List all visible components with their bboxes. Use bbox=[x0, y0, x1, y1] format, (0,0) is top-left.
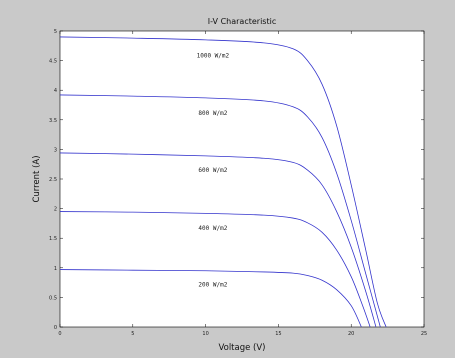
x-tick-label: 0 bbox=[58, 331, 61, 337]
irradiance-annotations: 1000 W/m2 800 W/m2 600 W/m2 400 W/m2 200 W/m… bbox=[197, 53, 230, 289]
x-axis-label: Voltage (V) bbox=[218, 343, 265, 353]
iv-curve-600 bbox=[59, 152, 377, 328]
iv-curve-1000 bbox=[59, 36, 387, 328]
chart-title: I-V Characteristic bbox=[208, 17, 276, 26]
axis-ticks bbox=[59, 30, 425, 328]
y-tick-label: 0 bbox=[54, 325, 57, 331]
irradiance-label: 800 W/m2 bbox=[198, 110, 227, 117]
tick-labels: 0 5 10 15 20 25 0 0.5 1 1.5 2 2.5 3 3.5 4 4.5 5 bbox=[49, 29, 427, 337]
y-tick-label: 4.5 bbox=[49, 59, 57, 65]
y-tick-label: 1 bbox=[54, 266, 57, 272]
irradiance-label: 400 W/m2 bbox=[198, 225, 227, 232]
irradiance-label: 600 W/m2 bbox=[198, 167, 227, 174]
y-tick-label: 4 bbox=[54, 88, 57, 94]
y-tick-label: 2 bbox=[54, 207, 57, 213]
iv-curve-400 bbox=[59, 211, 371, 328]
y-tick-label: 1.5 bbox=[49, 236, 57, 242]
y-tick-label: 5 bbox=[54, 29, 57, 35]
x-tick-label: 5 bbox=[131, 331, 134, 337]
x-tick-label: 20 bbox=[348, 331, 354, 337]
x-tick-label: 10 bbox=[202, 331, 208, 337]
y-tick-label: 2.5 bbox=[49, 177, 57, 183]
y-tick-label: 3 bbox=[54, 147, 57, 153]
x-tick-label: 25 bbox=[421, 331, 427, 337]
iv-curve-200 bbox=[59, 269, 362, 328]
irradiance-label: 1000 W/m2 bbox=[197, 53, 230, 60]
plot-area bbox=[59, 30, 425, 328]
y-tick-label: 3.5 bbox=[49, 118, 57, 124]
y-axis-label: Current (A) bbox=[32, 155, 42, 202]
irradiance-label: 200 W/m2 bbox=[198, 282, 227, 289]
iv-curve-800 bbox=[59, 94, 381, 328]
series-lines bbox=[59, 36, 387, 328]
x-tick-label: 15 bbox=[275, 331, 281, 337]
y-tick-label: 0.5 bbox=[49, 295, 57, 301]
